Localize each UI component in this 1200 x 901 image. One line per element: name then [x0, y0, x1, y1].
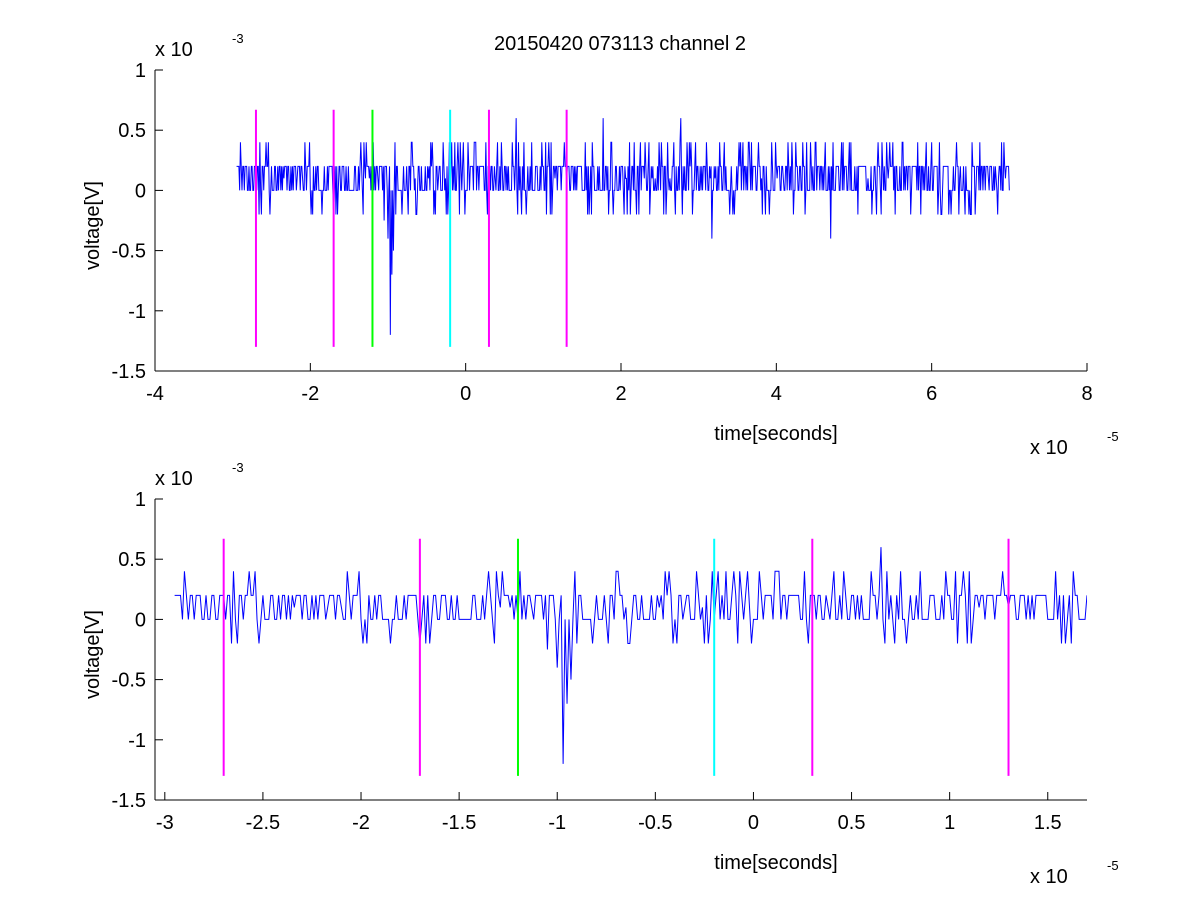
- x-tick-label-6: 0: [748, 812, 759, 834]
- x-exponent-power: -5: [1107, 858, 1119, 873]
- y-axis-label: voltage[V]: [82, 610, 104, 699]
- figure-title: 20150420 073113 channel 2: [494, 33, 746, 55]
- y-axis-label: voltage[V]: [82, 181, 104, 270]
- x-tick-label-9: 1.5: [1034, 812, 1062, 834]
- x-tick-label-4: -1: [548, 812, 566, 834]
- y-exponent-label: x 10: [155, 39, 193, 61]
- voltage-trace: [236, 118, 1010, 335]
- y-tick-label-1: -1: [128, 301, 146, 323]
- x-tick-label-0: -4: [146, 383, 164, 405]
- bottom-subplot: -3 -2.5 -2 -1.5 -1 -0.5 0 0.5 1 1.5 -1.5 -1 -0.5 0 0.5…: [82, 460, 1119, 888]
- y-tick-label-3: 0: [135, 609, 146, 631]
- x-tick-label-0: -3: [156, 812, 174, 834]
- y-exponent-power: -3: [232, 460, 244, 475]
- y-tick-label-5: 1: [135, 489, 146, 511]
- x-tick-label-2: 0: [460, 383, 471, 405]
- x-tick-label-3: 2: [615, 383, 626, 405]
- voltage-trace: [174, 547, 1087, 764]
- x-tick-label-2: -2: [352, 812, 370, 834]
- y-tick-label-4: 0.5: [118, 120, 146, 142]
- x-tick-label-1: -2: [301, 383, 319, 405]
- y-tick-label-5: 1: [135, 60, 146, 82]
- x-exponent-label: x 10: [1030, 437, 1068, 459]
- x-tick-label-5: 6: [926, 383, 937, 405]
- x-tick-label-6: 8: [1081, 383, 1092, 405]
- x-exponent-power: -5: [1107, 429, 1119, 444]
- y-tick-label-0: -1.5: [112, 361, 146, 383]
- y-tick-label-3: 0: [135, 180, 146, 202]
- x-tick-label-4: 4: [771, 383, 782, 405]
- x-axis-label: time[seconds]: [714, 423, 837, 445]
- y-tick-label-2: -0.5: [112, 670, 146, 692]
- y-tick-label-1: -1: [128, 730, 146, 752]
- x-axis-label: time[seconds]: [714, 852, 837, 874]
- y-exponent-power: -3: [232, 31, 244, 46]
- y-tick-label-0: -1.5: [112, 790, 146, 812]
- top-subplot: -4 -2 0 2 4 6 8 -1.5 -1 -0.5 0 0.5 1 time[seconds] vol…: [82, 31, 1119, 459]
- x-tick-label-3: -1.5: [442, 812, 476, 834]
- y-tick-label-4: 0.5: [118, 549, 146, 571]
- x-tick-label-5: -0.5: [638, 812, 672, 834]
- x-tick-label-7: 0.5: [838, 812, 866, 834]
- y-tick-label-2: -0.5: [112, 241, 146, 263]
- x-tick-label-8: 1: [944, 812, 955, 834]
- y-exponent-label: x 10: [155, 468, 193, 490]
- x-exponent-label: x 10: [1030, 866, 1068, 888]
- x-tick-label-1: -2.5: [246, 812, 280, 834]
